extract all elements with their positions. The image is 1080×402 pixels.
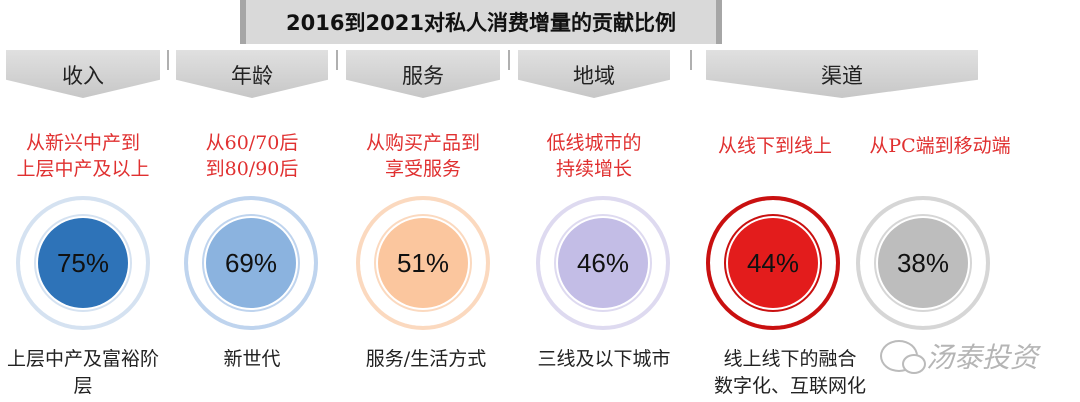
bottom-region: 三线及以下城市	[537, 348, 671, 370]
ring-channel-offline-online: 44%	[706, 196, 840, 330]
desc-service: 从购买产品到 享受服务	[365, 132, 480, 180]
desc-channel-pc-mobile: 从PC端到移动端	[869, 135, 1011, 157]
header-channel: 渠道	[706, 50, 978, 98]
ring-age: 69%	[184, 196, 318, 330]
bottom-channel: 线上线下的融合 数字化、互联网化	[713, 348, 866, 397]
value-channel-offline-online: 44%	[728, 218, 818, 308]
desc-channel-offline-online: 从线下到线上	[717, 135, 832, 157]
bottom-service: 服务/生活方式	[365, 348, 487, 370]
header-age: 年龄	[176, 50, 328, 98]
desc-region: 低线城市的 持续增长	[546, 132, 642, 180]
page-title: 2016到2021对私人消费增量的贡献比例	[240, 0, 722, 44]
value-age: 69%	[206, 218, 296, 308]
value-channel-pc-mobile: 38%	[878, 218, 968, 308]
divider	[690, 50, 692, 70]
desc-age: 从60/70后 到80/90后	[205, 132, 299, 180]
watermark: 汤泰投资	[880, 336, 1060, 376]
ring-region: 46%	[536, 196, 670, 330]
ring-income: 75%	[16, 196, 150, 330]
value-service: 51%	[378, 218, 468, 308]
desc-income: 从新兴中产到 上层中产及以上	[16, 132, 150, 180]
header-region: 地域	[518, 50, 670, 98]
bottom-income: 上层中产及富裕阶层	[6, 348, 159, 397]
header-income: 收入	[6, 50, 160, 98]
divider	[167, 50, 169, 70]
ring-channel-pc-mobile: 38%	[856, 196, 990, 330]
bottom-age: 新世代	[223, 348, 281, 370]
value-income: 75%	[38, 218, 128, 308]
header-service: 服务	[346, 50, 500, 98]
divider	[508, 50, 510, 70]
wechat-icon	[880, 340, 926, 374]
divider	[336, 50, 338, 70]
value-region: 46%	[558, 218, 648, 308]
watermark-text: 汤泰投资	[926, 341, 1039, 374]
ring-service: 51%	[356, 196, 490, 330]
